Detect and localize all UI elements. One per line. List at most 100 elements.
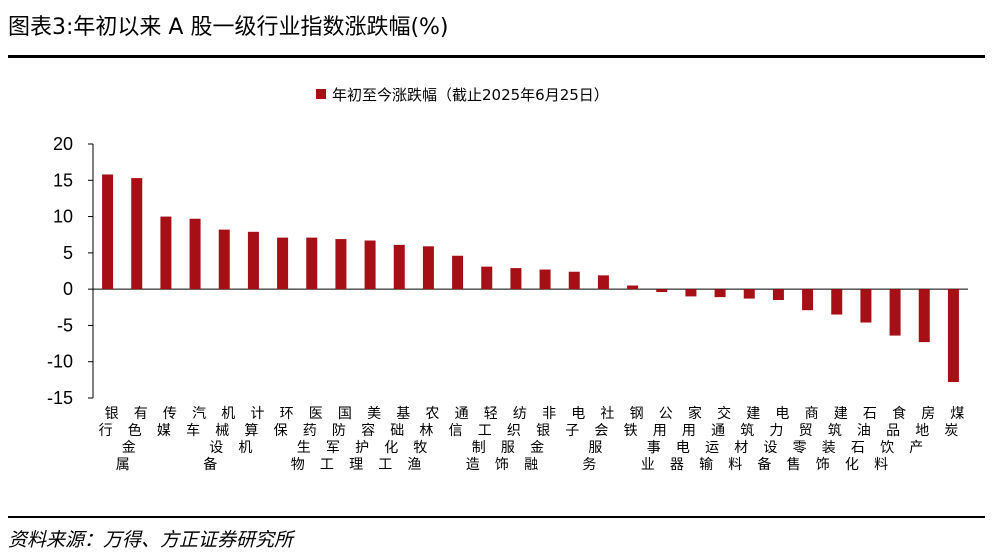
x-tick-char: 物 bbox=[291, 457, 305, 473]
x-tick-char: 信 bbox=[449, 423, 463, 439]
x-tick-char: 设 bbox=[763, 440, 777, 456]
x-tick-char: 金 bbox=[530, 440, 544, 456]
x-tick-char: 房 bbox=[921, 406, 935, 422]
bar bbox=[947, 289, 959, 383]
bar bbox=[131, 178, 143, 290]
x-tick-label: 钢铁 bbox=[624, 406, 644, 439]
x-tick-char: 化 bbox=[384, 440, 398, 456]
chart-axes: 20 15 10 5 0 -5 -10 -15 bbox=[47, 134, 968, 408]
x-tick-char: 机 bbox=[238, 440, 252, 456]
x-tick-char: 银 bbox=[536, 423, 550, 439]
bar bbox=[364, 240, 376, 290]
x-tick-char: 饰 bbox=[495, 457, 509, 473]
x-tick-label: 计算机 bbox=[238, 406, 264, 456]
bar bbox=[627, 285, 639, 290]
x-tick-char: 油 bbox=[857, 423, 871, 439]
y-tick-label: 20 bbox=[53, 134, 73, 154]
x-tick-char: 融 bbox=[524, 457, 538, 473]
x-tick-char: 事 bbox=[647, 440, 661, 456]
x-tick-char: 建 bbox=[746, 406, 760, 422]
figure-title: 图表3:年初以来 A 股一级行业指数涨跌幅(%) bbox=[8, 15, 449, 40]
chart-legend: 年初至今涨跌幅（截止2025年6月25日） bbox=[316, 86, 609, 104]
x-tick-char: 备 bbox=[203, 456, 217, 473]
x-tick-char: 品 bbox=[886, 423, 900, 439]
bar bbox=[597, 275, 609, 290]
bottom-rule bbox=[8, 516, 985, 518]
x-tick-char: 工 bbox=[320, 457, 334, 473]
x-tick-char: 子 bbox=[565, 423, 579, 439]
x-tick-char: 建 bbox=[834, 406, 848, 422]
x-tick-char: 媒 bbox=[157, 423, 171, 439]
x-tick-char: 林 bbox=[419, 423, 433, 439]
x-tick-label: 通信 bbox=[449, 406, 469, 439]
x-tick-char: 材 bbox=[734, 440, 748, 456]
bar bbox=[277, 237, 289, 290]
x-tick-char: 非 bbox=[542, 406, 556, 422]
x-tick-char: 色 bbox=[128, 422, 142, 439]
x-tick-char: 力 bbox=[769, 423, 783, 439]
x-tick-char: 造 bbox=[466, 457, 480, 473]
x-tick-char: 料 bbox=[874, 457, 888, 473]
x-tick-char: 筑 bbox=[740, 423, 754, 439]
x-tick-char: 护 bbox=[355, 440, 369, 456]
x-tick-char: 计 bbox=[250, 406, 264, 422]
x-tick-label: 环保 bbox=[274, 406, 294, 439]
x-tick-char: 保 bbox=[274, 423, 288, 439]
x-tick-char: 通 bbox=[455, 406, 469, 422]
x-tick-char: 地 bbox=[915, 423, 929, 439]
x-tick-label: 房地产 bbox=[909, 406, 935, 456]
x-tick-char: 输 bbox=[699, 457, 713, 473]
x-tick-char: 纺 bbox=[513, 406, 527, 422]
x-tick-char: 铁 bbox=[624, 423, 638, 439]
x-tick-char: 石 bbox=[851, 440, 865, 456]
bar bbox=[656, 289, 668, 293]
y-tick-label: 0 bbox=[63, 279, 73, 299]
x-tick-char: 贸 bbox=[799, 423, 813, 439]
chart-bars bbox=[102, 174, 959, 383]
x-tick-char: 会 bbox=[594, 423, 608, 439]
x-tick-char: 理 bbox=[349, 457, 363, 473]
x-tick-char: 军 bbox=[326, 440, 340, 456]
x-tick-char: 药 bbox=[303, 423, 317, 439]
x-tick-char: 电 bbox=[775, 406, 789, 422]
x-tick-char: 料 bbox=[728, 457, 742, 473]
x-tick-char: 煤 bbox=[950, 406, 964, 422]
bar bbox=[860, 289, 872, 323]
x-tick-char: 生 bbox=[297, 440, 311, 456]
x-tick-char: 商 bbox=[805, 406, 819, 422]
x-tick-char: 基 bbox=[396, 405, 410, 422]
x-tick-label: 电子 bbox=[565, 406, 585, 439]
x-tick-char: 织 bbox=[507, 423, 521, 439]
bar bbox=[889, 289, 901, 336]
x-tick-char: 渔 bbox=[407, 457, 421, 473]
x-tick-char: 社 bbox=[600, 406, 614, 422]
y-tick-label: 10 bbox=[53, 207, 73, 227]
y-tick-label: 15 bbox=[53, 170, 73, 190]
x-tick-char: 环 bbox=[280, 406, 294, 422]
bar bbox=[306, 237, 318, 290]
x-tick-char: 工 bbox=[478, 423, 492, 439]
x-tick-char: 础 bbox=[390, 423, 404, 439]
x-tick-char: 服 bbox=[588, 440, 602, 456]
source-note: 资料来源：万得、方正证券研究所 bbox=[8, 529, 294, 551]
x-tick-char: 家 bbox=[688, 405, 702, 422]
legend-label: 年初至今涨跌幅（截止2025年6月25日） bbox=[332, 86, 609, 104]
bar bbox=[189, 218, 201, 290]
x-tick-char: 牧 bbox=[413, 440, 427, 456]
bar bbox=[831, 289, 843, 315]
x-tick-char: 轻 bbox=[484, 406, 498, 422]
category-labels: 银行有色金属传媒汽车机械设备计算机环保医药生物国防军工美容护理基础化工农林牧渔通… bbox=[99, 405, 965, 473]
x-tick-char: 产 bbox=[909, 440, 923, 456]
x-tick-char: 工 bbox=[378, 457, 392, 473]
